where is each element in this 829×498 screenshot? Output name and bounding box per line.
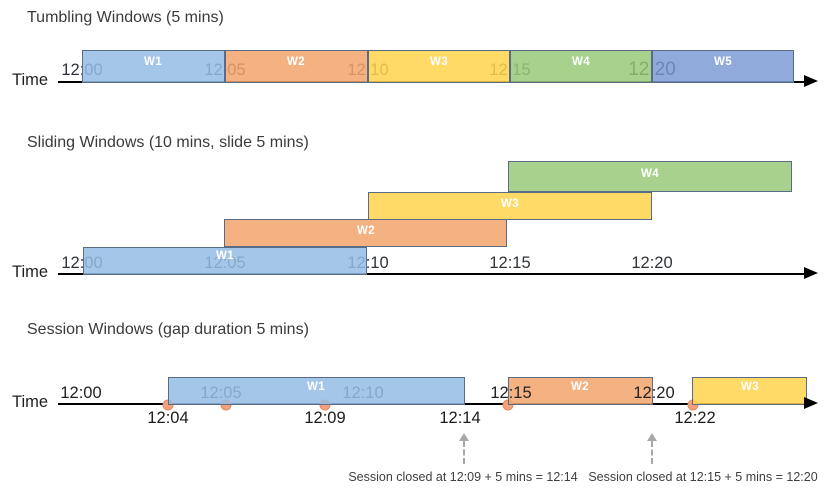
session-window-bar-w3: [692, 377, 807, 405]
session-time-axis-label: Time: [12, 393, 49, 411]
session-window-bar-w2: [508, 377, 653, 405]
tumbling-window-label: W2: [286, 56, 306, 68]
sliding-tick-label: 12:15: [489, 254, 531, 272]
tumbling-window-bar-w3: [368, 50, 510, 83]
session-window-label: W3: [740, 381, 760, 393]
callout-arrow-shaft: [463, 441, 465, 464]
sliding-window-label: W3: [500, 198, 520, 210]
tumbling-window-label: W1: [143, 56, 163, 68]
tumbling-section-title: Tumbling Windows (5 mins): [27, 9, 224, 26]
tumbling-window-label: W3: [429, 56, 449, 68]
tumbling-window-bar-w5: [652, 50, 794, 83]
session-section-title: Session Windows (gap duration 5 mins): [27, 321, 309, 338]
tumbling-axis-arrow-icon: [804, 75, 818, 87]
sliding-tick-label: 12:20: [631, 254, 673, 272]
event-time-label: 12:09: [304, 409, 346, 427]
sliding-time-axis: [58, 273, 806, 275]
sliding-axis-arrow-icon: [804, 267, 818, 279]
session-axis-arrow-icon: [804, 397, 818, 409]
callout-arrow-shaft: [651, 441, 653, 464]
sliding-time-axis-label: Time: [12, 263, 49, 281]
tumbling-window-bar-w1: [82, 50, 225, 83]
tumbling-window-label: W4: [571, 56, 591, 68]
sliding-window-label: W2: [356, 225, 376, 237]
sliding-window-bar-w4: [508, 161, 792, 192]
sliding-window-bar-w1: [83, 247, 367, 275]
tumbling-window-label: W5: [713, 56, 733, 68]
event-time-label: 12:22: [674, 409, 716, 427]
session-window-label: W2: [570, 381, 590, 393]
session-closed-annotation: Session closed at 12:15 + 5 mins = 12:20: [588, 470, 818, 484]
session-closed-annotation: Session closed at 12:09 + 5 mins = 12:14: [348, 470, 578, 484]
event-time-label: 12:14: [439, 409, 481, 427]
session-tick-label: 12:00: [60, 384, 102, 402]
tumbling-window-bar-w4: [510, 50, 652, 83]
tumbling-time-axis-label: Time: [12, 71, 49, 89]
session-tick-label: 12:20: [633, 384, 675, 402]
session-tick-label: 12:15: [490, 384, 532, 402]
callout-arrow-up-icon: [459, 433, 469, 441]
sliding-window-label: W1: [215, 250, 235, 262]
session-window-bar-w1: [168, 377, 465, 405]
sliding-window-bar-w2: [224, 219, 507, 247]
event-time-label: 12:04: [147, 409, 189, 427]
sliding-section-title: Sliding Windows (10 mins, slide 5 mins): [27, 134, 309, 151]
session-window-label: W1: [306, 381, 326, 393]
callout-arrow-up-icon: [647, 433, 657, 441]
sliding-window-bar-w3: [368, 192, 652, 220]
tumbling-window-bar-w2: [225, 50, 368, 83]
sliding-window-label: W4: [640, 168, 660, 180]
